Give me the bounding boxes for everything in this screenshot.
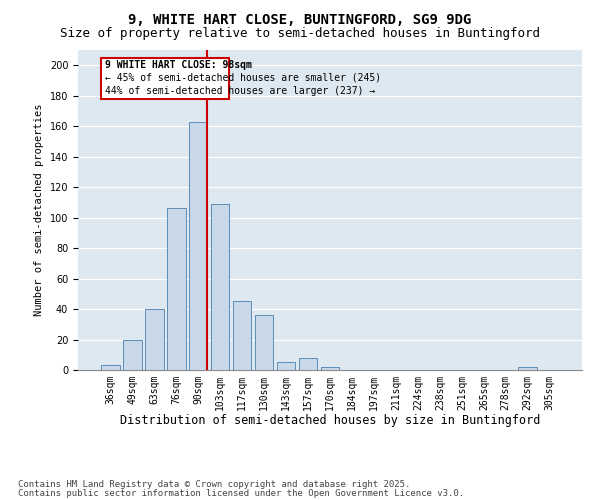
Bar	[320, 367, 340, 370]
Bar	[277, 362, 295, 370]
Bar	[255, 315, 274, 370]
Text: 44% of semi-detached houses are larger (237) →: 44% of semi-detached houses are larger (…	[105, 86, 375, 96]
Bar	[299, 358, 317, 370]
Bar	[167, 208, 185, 370]
Text: ← 45% of semi-detached houses are smaller (245): ← 45% of semi-detached houses are smalle…	[105, 73, 381, 83]
Text: 9 WHITE HART CLOSE: 98sqm: 9 WHITE HART CLOSE: 98sqm	[105, 60, 251, 70]
FancyBboxPatch shape	[101, 58, 229, 99]
Text: Contains public sector information licensed under the Open Government Licence v3: Contains public sector information licen…	[18, 488, 464, 498]
Bar	[189, 122, 208, 370]
X-axis label: Distribution of semi-detached houses by size in Buntingford: Distribution of semi-detached houses by …	[120, 414, 540, 428]
Bar	[518, 367, 537, 370]
Text: 9, WHITE HART CLOSE, BUNTINGFORD, SG9 9DG: 9, WHITE HART CLOSE, BUNTINGFORD, SG9 9D…	[128, 12, 472, 26]
Text: Size of property relative to semi-detached houses in Buntingford: Size of property relative to semi-detach…	[60, 28, 540, 40]
Y-axis label: Number of semi-detached properties: Number of semi-detached properties	[34, 104, 44, 316]
Bar	[101, 366, 119, 370]
Bar	[145, 309, 164, 370]
Bar	[211, 204, 229, 370]
Bar	[233, 302, 251, 370]
Text: Contains HM Land Registry data © Crown copyright and database right 2025.: Contains HM Land Registry data © Crown c…	[18, 480, 410, 489]
Bar	[123, 340, 142, 370]
